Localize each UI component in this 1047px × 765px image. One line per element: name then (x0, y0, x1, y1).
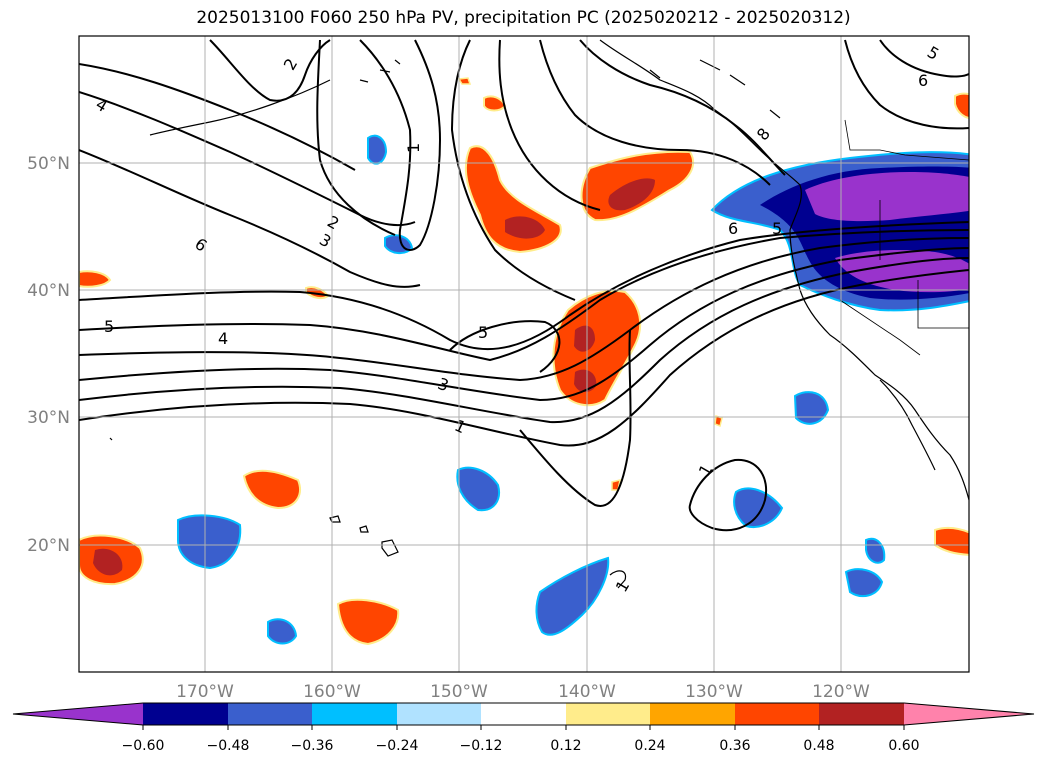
colorbar: −0.60 −0.48 −0.36 −0.24 −0.12 0.12 0.24 … (12, 702, 1035, 754)
colorbar-tick-label: −0.24 (376, 738, 419, 754)
colorbar-tick-label: −0.36 (291, 738, 334, 754)
precip-shading (79, 77, 969, 646)
colorbar-tick-label: −0.12 (460, 738, 503, 754)
map-title: 2025013100 F060 250 hPa PV, precipitatio… (196, 8, 851, 28)
coastlines (109, 39, 969, 589)
graticule (79, 36, 969, 672)
precip-positive-patches (79, 77, 969, 646)
lon-label: 130°W (685, 682, 743, 702)
contour-label: 5 (772, 219, 782, 238)
lon-label: 140°W (558, 682, 616, 702)
colorbar-right-extension (904, 703, 1034, 725)
longitude-labels: 170°W 160°W 150°W 140°W 130°W 120°W (176, 682, 870, 702)
lat-label: 50°N (27, 154, 70, 174)
colorbar-segment (143, 703, 228, 725)
colorbar-segment (566, 703, 650, 725)
colorbar-tick-label: 0.48 (803, 738, 834, 754)
contour-label: 5 (104, 317, 114, 336)
pv-contours (79, 39, 969, 532)
colorbar-tick-labels: −0.60 −0.48 −0.36 −0.24 −0.12 0.12 0.24 … (122, 738, 920, 754)
colorbar-tick-label: −0.60 (122, 738, 165, 754)
lat-label: 30°N (27, 408, 70, 428)
colorbar-tick-label: −0.48 (207, 738, 250, 754)
colorbar-tick-label: 0.12 (550, 738, 581, 754)
contour-label: 6 (918, 71, 928, 90)
precip-negative-patches (177, 134, 886, 645)
colorbar-segment (819, 703, 904, 725)
colorbar-tick-label: 0.24 (634, 738, 665, 754)
colorbar-segment (481, 703, 566, 725)
lon-label: 160°W (303, 682, 361, 702)
map-frame (78, 35, 970, 673)
colorbar-segment (312, 703, 397, 725)
latitude-labels: 50°N 40°N 30°N 20°N (27, 154, 70, 556)
contour-label: 5 (478, 323, 488, 342)
colorbar-segment (650, 703, 735, 725)
colorbar-segment (397, 703, 481, 725)
contour-label: 4 (218, 329, 228, 348)
colorbar-tick-label: 0.60 (888, 738, 919, 754)
colorbar-ticks (142, 725, 905, 730)
colorbar-tick-label: 0.36 (719, 738, 750, 754)
lon-label: 150°W (430, 682, 488, 702)
colorbar-segment (228, 703, 312, 725)
contour-label: 1 (404, 143, 423, 153)
lat-label: 40°N (27, 281, 70, 301)
lon-label: 170°W (176, 682, 234, 702)
lon-label: 120°W (812, 682, 870, 702)
contour-label: 6 (728, 219, 738, 238)
colorbar-segment (735, 703, 819, 725)
lat-label: 20°N (27, 536, 70, 556)
map-area (79, 36, 969, 672)
colorbar-left-extension (13, 703, 143, 725)
